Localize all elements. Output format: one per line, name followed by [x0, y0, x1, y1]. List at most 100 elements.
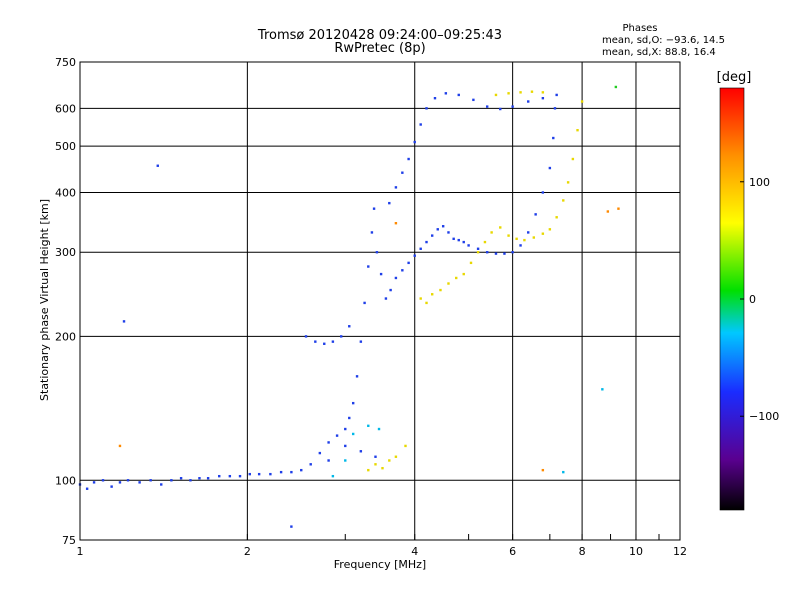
- data-point: [381, 466, 384, 470]
- data-point: [118, 481, 122, 484]
- data-point: [228, 474, 232, 478]
- y-tick-label: 300: [55, 246, 76, 259]
- phase-stats-x: mean, sd,X: 88.8, 16.4: [602, 47, 716, 58]
- data-point: [269, 472, 272, 476]
- data-point: [541, 96, 545, 100]
- colorbar-ticks: 100 0 −100: [740, 176, 779, 423]
- data-point: [407, 261, 410, 265]
- x-tick-label: 6: [509, 545, 516, 558]
- data-point: [548, 166, 552, 170]
- data-point: [419, 123, 422, 126]
- data-point: [388, 459, 391, 462]
- data-point: [507, 92, 510, 95]
- data-point: [519, 244, 522, 247]
- y-tick-label: 75: [62, 534, 76, 547]
- data-point: [413, 140, 416, 144]
- data-point: [534, 213, 537, 216]
- data-point: [430, 234, 434, 237]
- data-point: [149, 479, 152, 482]
- data-point: [118, 444, 122, 448]
- data-point: [348, 416, 351, 420]
- phase-stats-heading: Phases: [622, 23, 657, 34]
- data-point: [375, 251, 379, 254]
- data-point: [494, 252, 498, 255]
- data-point: [92, 481, 96, 484]
- plot-area: [80, 62, 680, 540]
- y-axis-ticks: 75 100 200 300 400 500 600 750: [55, 56, 76, 547]
- data-point: [483, 240, 487, 244]
- y-tick-label: 500: [55, 140, 76, 153]
- colorbar-tick-label: 100: [749, 176, 770, 189]
- y-axis-label: Stationary phase Virtual Height [km]: [38, 199, 51, 401]
- data-point: [344, 444, 347, 448]
- data-point: [238, 474, 242, 478]
- data-point: [499, 107, 502, 111]
- data-point: [617, 207, 620, 210]
- data-point: [309, 463, 312, 466]
- data-point: [156, 164, 159, 167]
- data-point: [507, 234, 510, 237]
- data-point: [218, 474, 221, 478]
- data-point: [351, 401, 355, 405]
- plot-frame: [79, 61, 681, 541]
- data-point: [206, 477, 210, 480]
- data-point: [555, 216, 558, 219]
- colorbar-tick-label: −100: [749, 410, 779, 423]
- data-point: [290, 525, 293, 528]
- data-point: [363, 301, 366, 305]
- data-point: [374, 455, 377, 458]
- data-point: [436, 228, 439, 231]
- data-point: [562, 199, 565, 202]
- x-tick-label: 12: [673, 545, 687, 558]
- data-point: [419, 247, 422, 250]
- data-point: [571, 157, 575, 161]
- data-point: [198, 477, 201, 480]
- data-point: [85, 487, 89, 490]
- y-tick-label: 750: [55, 56, 76, 69]
- data-point: [318, 451, 322, 455]
- data-point: [138, 481, 141, 484]
- data-point: [404, 444, 407, 448]
- data-point: [407, 157, 410, 161]
- data-point: [279, 470, 283, 474]
- data-point: [511, 105, 514, 108]
- data-point: [476, 247, 480, 250]
- chart-title: Tromsø 20120428 09:24:00–09:25:43: [257, 28, 502, 43]
- data-points: [78, 85, 620, 528]
- data-point: [606, 210, 610, 213]
- data-point: [374, 463, 377, 466]
- data-point: [485, 251, 489, 254]
- data-point: [444, 92, 448, 95]
- data-point: [541, 91, 545, 94]
- data-point: [519, 91, 522, 94]
- y-tick-label: 400: [55, 186, 76, 199]
- data-point: [425, 301, 428, 305]
- data-point: [614, 85, 618, 89]
- x-tick-label: 1: [77, 545, 84, 558]
- data-point: [351, 432, 355, 436]
- data-point: [499, 226, 502, 229]
- data-point: [532, 236, 536, 239]
- data-point: [503, 252, 506, 255]
- data-point: [355, 375, 359, 378]
- data-point: [122, 320, 126, 323]
- data-point: [344, 459, 347, 462]
- data-point: [527, 231, 530, 234]
- data-point: [541, 191, 545, 194]
- data-point: [379, 272, 383, 276]
- data-point: [348, 325, 351, 328]
- data-point: [304, 335, 308, 338]
- data-point: [494, 93, 498, 97]
- data-point: [367, 468, 370, 472]
- data-point: [515, 237, 518, 241]
- y-tick-label: 200: [55, 330, 76, 343]
- data-point: [344, 427, 347, 431]
- y-tick-label: 600: [55, 102, 76, 115]
- x-tick-label: 10: [629, 545, 643, 558]
- data-point: [485, 105, 489, 108]
- data-point: [327, 441, 330, 444]
- data-point: [314, 340, 317, 343]
- data-point: [541, 232, 545, 235]
- data-point: [257, 472, 261, 476]
- data-point: [370, 231, 374, 234]
